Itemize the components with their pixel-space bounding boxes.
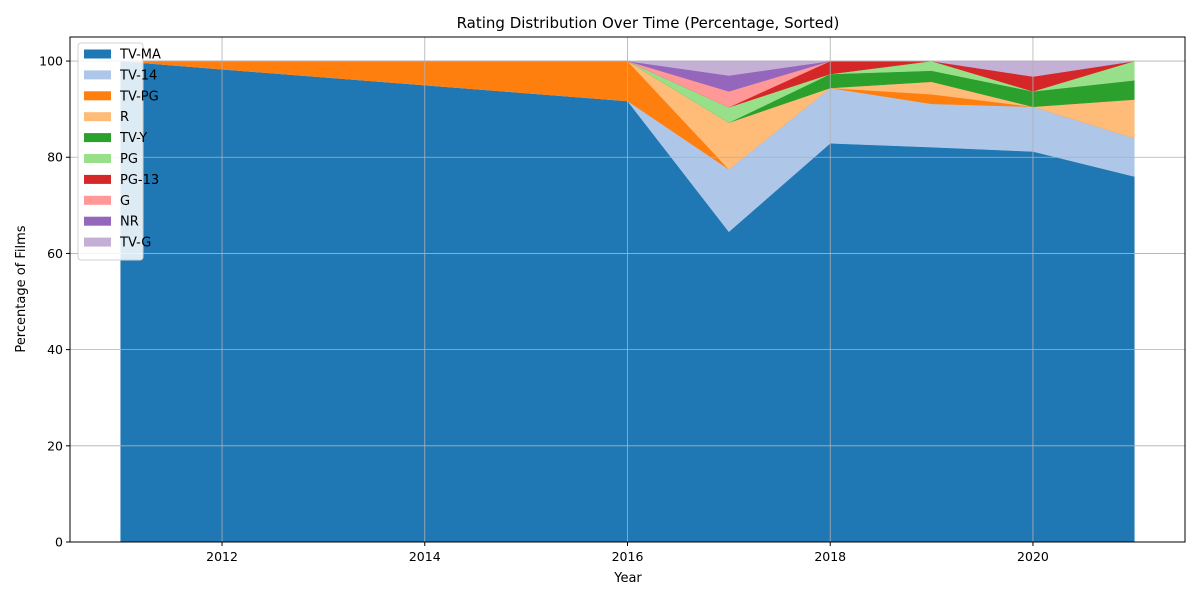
legend-swatch-pg-13 [84,174,111,184]
legend-swatch-tv-pg [84,91,111,101]
gridlines [70,37,1185,543]
legend-label-pg-13: PG-13 [120,173,159,188]
y-tick-label: 0 [55,535,63,550]
y-tick-label: 60 [47,246,63,261]
legend-swatch-r [84,112,111,122]
legend-label-tv-y: TV-Y [119,131,147,146]
legend-swatch-g [84,195,111,205]
x-axis-ticks: 2012 2014 2016 2018 2020 [206,542,1049,564]
legend-label-tv-pg: TV-PG [119,89,159,104]
y-tick-label: 40 [47,342,63,357]
legend-label-tv-14: TV-14 [119,68,157,83]
legend-swatch-tv-14 [84,70,111,80]
x-tick-label: 2020 [1017,549,1049,564]
x-tick-label: 2018 [814,549,846,564]
legend-label-nr: NR [120,215,139,230]
x-tick-label: 2012 [206,549,238,564]
y-axis-label: Percentage of Films [14,225,29,352]
x-tick-label: 2016 [612,549,644,564]
chart-title: Rating Distribution Over Time (Percentag… [457,14,840,32]
x-tick-label: 2014 [409,549,441,564]
y-tick-label: 100 [39,54,63,69]
y-axis-ticks: 0 20 40 60 80 100 [39,54,70,550]
legend-swatch-nr [84,216,111,226]
y-tick-label: 80 [47,150,63,165]
legend-swatch-tv-g [84,237,111,247]
legend-label-r: R [120,110,129,125]
legend-swatch-pg [84,154,111,163]
y-tick-label: 20 [47,438,63,453]
legend: TV-MA TV-14 TV-PG R TV-Y PG PG-13 G NR TV-G [77,42,161,261]
legend-label-pg: PG [120,152,138,167]
legend-label-tv-ma: TV-MA [119,48,161,63]
legend-swatch-tv-y [84,133,111,143]
legend-label-g: G [120,194,130,209]
legend-label-tv-g: TV-G [119,236,151,251]
legend-swatch-tv-ma [84,49,111,59]
x-axis-label: Year [613,571,642,586]
